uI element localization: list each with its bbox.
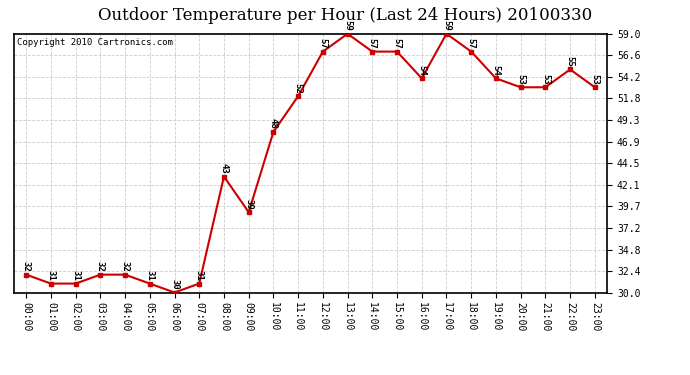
Text: 32: 32 bbox=[96, 261, 105, 272]
Text: 31: 31 bbox=[195, 270, 204, 281]
Text: 31: 31 bbox=[46, 270, 55, 281]
Text: 57: 57 bbox=[318, 38, 327, 49]
Text: 53: 53 bbox=[591, 74, 600, 84]
Text: 31: 31 bbox=[71, 270, 80, 281]
Text: 54: 54 bbox=[491, 65, 500, 76]
Text: 53: 53 bbox=[516, 74, 525, 84]
Text: 48: 48 bbox=[269, 118, 278, 129]
Text: 57: 57 bbox=[393, 38, 402, 49]
Text: 39: 39 bbox=[244, 199, 253, 209]
Text: 57: 57 bbox=[466, 38, 475, 49]
Text: Copyright 2010 Cartronics.com: Copyright 2010 Cartronics.com bbox=[17, 38, 172, 46]
Text: 55: 55 bbox=[566, 56, 575, 67]
Text: 31: 31 bbox=[146, 270, 155, 281]
Text: 59: 59 bbox=[343, 20, 352, 31]
Text: 59: 59 bbox=[442, 20, 451, 31]
Text: 57: 57 bbox=[368, 38, 377, 49]
Text: 52: 52 bbox=[294, 82, 303, 93]
Text: 53: 53 bbox=[541, 74, 550, 84]
Text: 54: 54 bbox=[417, 65, 426, 76]
Text: 32: 32 bbox=[21, 261, 30, 272]
Text: 32: 32 bbox=[121, 261, 130, 272]
Text: 43: 43 bbox=[219, 163, 228, 174]
Text: 30: 30 bbox=[170, 279, 179, 290]
Text: Outdoor Temperature per Hour (Last 24 Hours) 20100330: Outdoor Temperature per Hour (Last 24 Ho… bbox=[98, 8, 592, 24]
